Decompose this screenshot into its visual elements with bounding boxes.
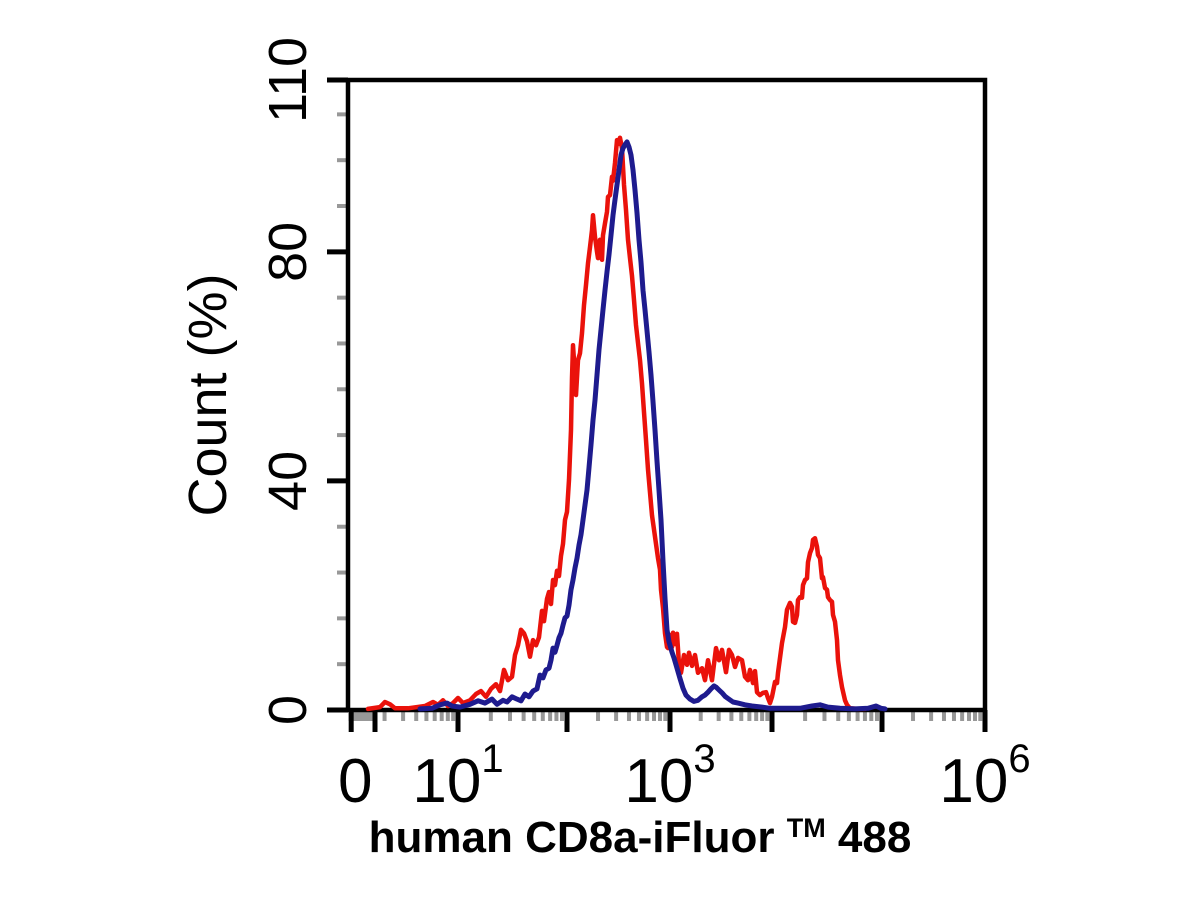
y-axis-title: Count (%) (178, 273, 238, 516)
red_series-line (365, 135, 868, 712)
blue_series-line (417, 139, 888, 712)
x-axis-title: human CD8a-iFluor TM 488 (369, 813, 912, 862)
y-tick-label: 110 (258, 37, 318, 123)
y-tick-label: 40 (258, 451, 318, 511)
x-tick-label: 106 (939, 737, 1030, 816)
y-tick-label: 0 (258, 695, 318, 725)
x-tick-label: 103 (624, 737, 715, 816)
x-tick-label: 101 (412, 737, 503, 816)
x-tick-label: 0 (338, 747, 372, 816)
plot-frame (345, 77, 988, 713)
y-tick-label: 80 (258, 222, 318, 282)
